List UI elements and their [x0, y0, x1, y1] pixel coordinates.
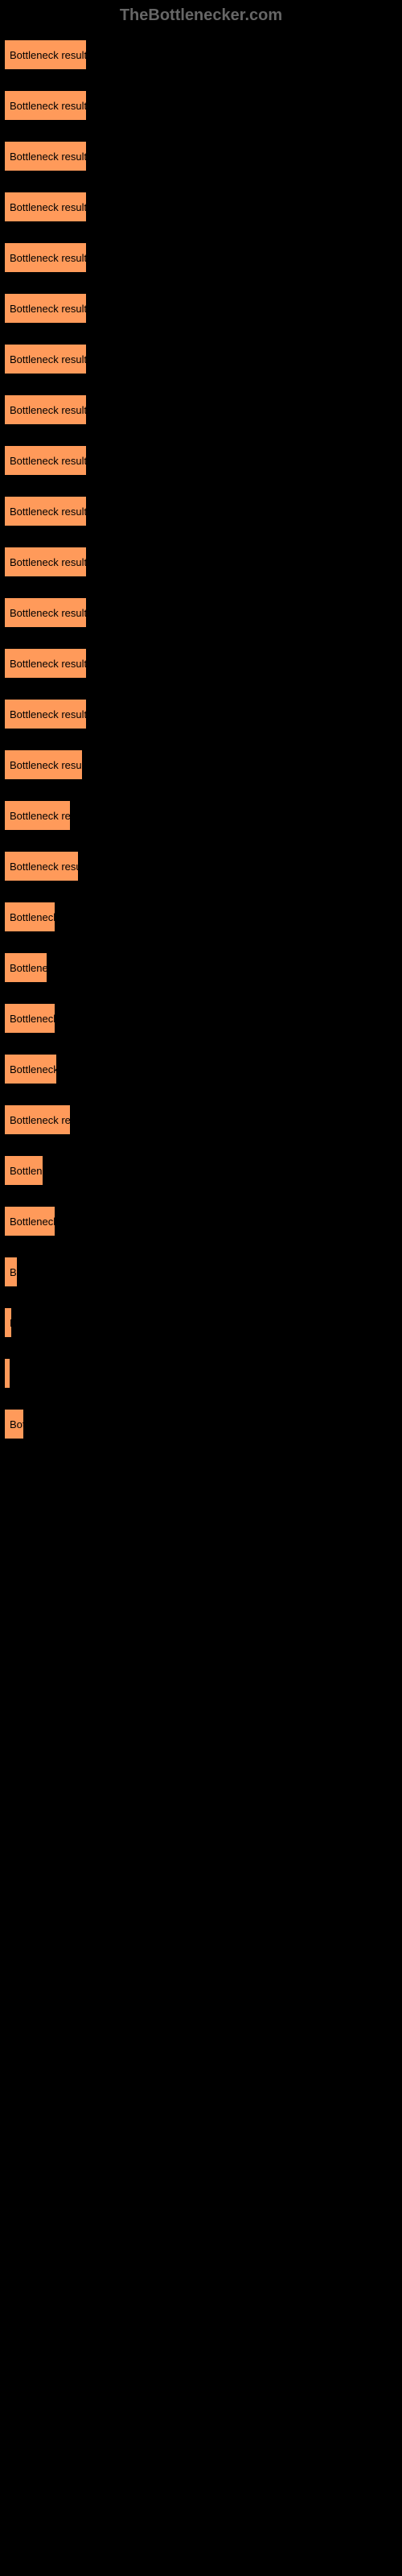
bar-label: Bottleneck result: [10, 49, 87, 61]
bar[interactable]: Bottleneck result: [4, 648, 87, 679]
bar-label: B: [10, 1317, 12, 1329]
bar-row: Bottleneck result: [4, 141, 398, 171]
bar[interactable]: Bottleneck result: [4, 242, 87, 273]
bar-row: Bottleneck re: [4, 1104, 398, 1135]
bar-label: Bottleneck result: [10, 708, 87, 720]
bar[interactable]: Bottleneck result: [4, 344, 87, 374]
bar-row: Bottleneck: [4, 1206, 398, 1236]
bar-label: Bottleneck result: [10, 658, 87, 670]
bar-label: Bottleneck resu: [10, 861, 79, 873]
bar[interactable]: Bottleneck result: [4, 445, 87, 476]
bar-label: Bottleneck result: [10, 404, 87, 416]
bar-row: Bottleneck result: [4, 597, 398, 628]
bar-label: Bottleneck re: [10, 810, 71, 822]
bar-row: Bottleneck: [4, 1003, 398, 1034]
bar-label: Bottleneck result: [10, 607, 87, 619]
bar-label: Bottlene: [10, 962, 47, 974]
bar[interactable]: Bottleneck: [4, 1054, 57, 1084]
site-title: TheBottlenecker.com: [120, 6, 282, 24]
bar[interactable]: [4, 1358, 10, 1389]
bar[interactable]: Bottleneck: [4, 1206, 55, 1236]
bar-label: Bottlen: [10, 1165, 42, 1177]
chart-container: Bottleneck result Bottleneck result Bottle…: [0, 31, 402, 1468]
bar[interactable]: Bottleneck resu: [4, 851, 79, 881]
bar-label: Bottleneck result: [10, 151, 87, 163]
bar-row: Bottleneck result: [4, 90, 398, 121]
bar-label: Bottleneck result: [10, 201, 87, 213]
bar-label: Bottleneck: [10, 911, 55, 923]
bar-row: Bottleneck result: [4, 496, 398, 526]
bar-label: Bottleneck result: [10, 100, 87, 112]
bar-label: Bottleneck re: [10, 1114, 71, 1126]
bar-row: Bottleneck result: [4, 699, 398, 729]
bar-row: Bottlen: [4, 1155, 398, 1186]
bar[interactable]: Bottleneck result: [4, 141, 87, 171]
bar-row: Bottleneck result: [4, 749, 398, 780]
bar-row: B: [4, 1307, 398, 1338]
bar[interactable]: Bottleneck result: [4, 496, 87, 526]
bar-row: Bottleneck result: [4, 445, 398, 476]
bar-label: Bottleneck result: [10, 353, 87, 365]
bar-label: Bottleneck: [10, 1063, 57, 1075]
bar-row: Bottleneck result: [4, 394, 398, 425]
bar-row: Bottleneck result: [4, 242, 398, 273]
bar-row: Bott: [4, 1409, 398, 1439]
bar-row: Bottleneck result: [4, 344, 398, 374]
bar-label: Bott: [10, 1418, 24, 1430]
bar-row: Bottleneck: [4, 1054, 398, 1084]
bar[interactable]: Bottleneck result: [4, 394, 87, 425]
bar-row: Bottleneck: [4, 902, 398, 932]
bar-label: Bottleneck result: [10, 506, 87, 518]
bar[interactable]: Bottleneck result: [4, 699, 87, 729]
bar[interactable]: B: [4, 1307, 12, 1338]
bar-row: Bo: [4, 1257, 398, 1287]
bar-label: Bottleneck result: [10, 252, 87, 264]
bar-label: Bottleneck: [10, 1216, 55, 1228]
bar-label: Bottleneck result: [10, 303, 87, 315]
bar[interactable]: Bottlene: [4, 952, 47, 983]
bar[interactable]: Bottlen: [4, 1155, 43, 1186]
bar-row: Bottleneck result: [4, 648, 398, 679]
bar-row: Bottlene: [4, 952, 398, 983]
bar[interactable]: Bottleneck result: [4, 597, 87, 628]
bar-label: Bottleneck result: [10, 455, 87, 467]
bar[interactable]: Bottleneck result: [4, 293, 87, 324]
bar[interactable]: Bo: [4, 1257, 18, 1287]
bar-label: Bo: [10, 1266, 18, 1278]
bar-row: Bottleneck result: [4, 192, 398, 222]
bar-row: Bottleneck result: [4, 547, 398, 577]
bar-row: Bottleneck resu: [4, 851, 398, 881]
bar-row: [4, 1358, 398, 1389]
bar-row: Bottleneck re: [4, 800, 398, 831]
bar[interactable]: Bottleneck result: [4, 192, 87, 222]
bar-label: Bottleneck: [10, 1013, 55, 1025]
bar[interactable]: Bottleneck result: [4, 547, 87, 577]
bar-row: Bottleneck result: [4, 293, 398, 324]
bar-row: Bottleneck result: [4, 39, 398, 70]
bar-label: Bottleneck result: [10, 556, 87, 568]
bar-label: Bottleneck result: [10, 759, 83, 771]
bar[interactable]: Bottleneck re: [4, 1104, 71, 1135]
bar[interactable]: Bottleneck re: [4, 800, 71, 831]
bar[interactable]: Bottleneck result: [4, 39, 87, 70]
bar[interactable]: Bottleneck result: [4, 90, 87, 121]
bar[interactable]: Bottleneck result: [4, 749, 83, 780]
bar[interactable]: Bott: [4, 1409, 24, 1439]
bar[interactable]: Bottleneck: [4, 1003, 55, 1034]
site-header: TheBottlenecker.com: [0, 0, 402, 31]
bar[interactable]: Bottleneck: [4, 902, 55, 932]
